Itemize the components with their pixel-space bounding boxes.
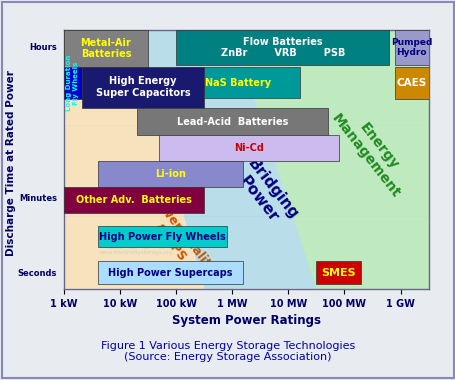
- Text: Flow Batteries
ZnBr        VRB        PSB: Flow Batteries ZnBr VRB PSB: [220, 37, 344, 59]
- FancyBboxPatch shape: [176, 30, 389, 65]
- FancyBboxPatch shape: [394, 67, 428, 99]
- FancyBboxPatch shape: [64, 30, 148, 66]
- Text: Pumped
Hydro: Pumped Hydro: [390, 38, 431, 57]
- FancyBboxPatch shape: [316, 261, 360, 285]
- FancyBboxPatch shape: [136, 108, 327, 136]
- Text: Figure 1 Various Energy Storage Technologies
(Source: Energy Storage Association: Figure 1 Various Energy Storage Technolo…: [101, 341, 354, 362]
- Polygon shape: [232, 30, 428, 289]
- Text: Discharge Time at Rated Power: Discharge Time at Rated Power: [6, 70, 16, 256]
- Text: Minutes: Minutes: [19, 194, 57, 203]
- Polygon shape: [131, 30, 316, 289]
- FancyBboxPatch shape: [159, 136, 338, 162]
- Text: NaS Battery: NaS Battery: [204, 78, 270, 87]
- Text: High Power Fly Wheels: High Power Fly Wheels: [98, 232, 225, 242]
- Text: Other Adv.  Batteries: Other Adv. Batteries: [76, 195, 192, 205]
- Text: Seconds: Seconds: [18, 269, 57, 278]
- Text: www.electricitystorage.org: www.electricitystorage.org: [100, 250, 173, 255]
- FancyBboxPatch shape: [394, 30, 428, 65]
- Text: High Energy
Super Capacitors: High Energy Super Capacitors: [96, 76, 190, 98]
- Text: Bridging
Power: Bridging Power: [230, 155, 300, 233]
- FancyBboxPatch shape: [64, 66, 81, 99]
- Text: Metal-Air
Batteries: Metal-Air Batteries: [81, 38, 131, 59]
- Text: Hours: Hours: [29, 43, 57, 52]
- Text: SMES: SMES: [321, 268, 355, 278]
- X-axis label: System Power Ratings: System Power Ratings: [172, 314, 320, 327]
- Text: Long Duration
Fly Wheels: Long Duration Fly Wheels: [66, 55, 79, 111]
- Polygon shape: [64, 30, 204, 289]
- FancyBboxPatch shape: [81, 66, 204, 108]
- Text: Power Quality
& UPS: Power Quality & UPS: [135, 190, 217, 285]
- Text: Ni-Cd: Ni-Cd: [233, 143, 263, 154]
- FancyBboxPatch shape: [97, 226, 226, 247]
- Text: CAES: CAES: [396, 78, 426, 89]
- FancyBboxPatch shape: [176, 67, 299, 98]
- FancyBboxPatch shape: [97, 162, 243, 187]
- Text: High Power Supercaps: High Power Supercaps: [108, 268, 232, 278]
- Text: Energy
Management: Energy Management: [329, 101, 415, 201]
- Text: Lead-Acid  Batteries: Lead-Acid Batteries: [176, 117, 287, 127]
- FancyBboxPatch shape: [64, 187, 204, 213]
- Text: ESA: ESA: [106, 227, 167, 255]
- FancyBboxPatch shape: [97, 261, 243, 285]
- Text: Li-ion: Li-ion: [155, 169, 186, 179]
